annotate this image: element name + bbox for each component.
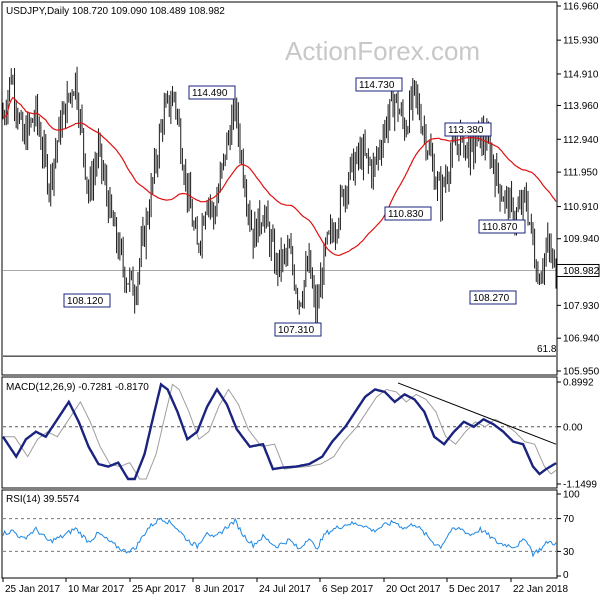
callout-label-peak-apr: 114.490	[192, 88, 228, 99]
rsi-y-axis: 100 70 30 0	[557, 490, 580, 581]
current-price-label: 108.982	[563, 266, 600, 277]
callout-box-peak-oct	[355, 77, 403, 92]
rsi-tick-label: 100	[563, 490, 580, 501]
x-tick-label: 5 Dec 2017	[449, 584, 501, 595]
callout-box-low-jan-b	[469, 290, 517, 305]
x-tick-label: 10 Mar 2017	[68, 584, 125, 595]
price-y-axis: 116.960 115.930 114.910 113.960 112.940 111.9…	[556, 2, 600, 378]
x-tick-label: 22 Jan 2018	[513, 584, 568, 595]
price-tick-label: 112.940	[563, 135, 599, 146]
callout-box-peak-dec	[444, 122, 492, 137]
price-tick-label: 110.910	[563, 202, 599, 213]
price-panel: ActionForex.com 61.8 114.490 114.730 113.3…	[1, 1, 600, 378]
price-panel-frame	[1, 1, 558, 376]
rsi-panel-title: RSI(14) 39.5574	[6, 494, 80, 505]
price-tick-label: 105.950	[563, 367, 600, 378]
price-tick-label: 116.960	[563, 2, 599, 13]
callout-box-low-jan-a	[478, 219, 526, 234]
price-callouts: 114.490 114.730 113.380 110.830 110.870 108.1…	[63, 77, 526, 337]
x-tick-label: 25 Jan 2017	[5, 584, 60, 595]
moving-average-line	[2, 96, 557, 257]
rsi-level-lines	[3, 518, 556, 552]
price-tick-label: 106.940	[563, 334, 600, 345]
rsi-tick-label: 0	[563, 570, 569, 581]
macd-panel-frame	[1, 376, 558, 489]
callout-label-peak-oct: 114.730	[359, 80, 395, 91]
price-tick-label: 107.930	[563, 301, 600, 312]
fib-618-label: 61.8	[537, 344, 557, 355]
callout-label-peak-dec: 113.380	[448, 125, 484, 136]
rsi-tick-label: 30	[563, 547, 575, 558]
price-tick-label: 114.910	[563, 69, 599, 80]
callout-label-low-jan-a: 110.870	[482, 222, 518, 233]
macd-y-axis: 0.8992 0.00 -1.1499	[557, 378, 597, 491]
macd-panel-title: MACD(12,26,9) -0.7281 -0.8170	[6, 382, 149, 393]
macd-tick-label: 0.8992	[563, 378, 594, 389]
callout-label-low-jan-b: 108.270	[473, 293, 510, 304]
callout-box-low-sep	[274, 322, 322, 337]
x-tick-label: 25 Apr 2017	[132, 584, 186, 595]
price-tick-label: 113.960	[563, 101, 599, 112]
callout-box-low-mar	[63, 293, 111, 308]
macd-tick-label: 0.00	[563, 422, 583, 433]
callout-box-low-oct	[384, 206, 432, 221]
x-tick-label: 20 Oct 2017	[386, 584, 441, 595]
rsi-panel: RSI(14) 39.5574 100 70 30 0	[1, 489, 580, 581]
x-tick-label: 24 Jul 2017	[259, 584, 311, 595]
x-tick-label: 6 Sep 2017	[322, 584, 374, 595]
x-axis: 25 Jan 2017 10 Mar 2017 25 Apr 2017 8 Jun 2…	[2, 578, 568, 595]
current-price-box	[556, 263, 600, 277]
price-tick-label: 111.950	[563, 168, 598, 179]
watermark: ActionForex.com	[285, 36, 480, 66]
callout-box-peak-apr	[188, 85, 236, 100]
macd-trendline	[397, 382, 557, 445]
price-tick-label: 109.940	[563, 234, 600, 245]
rsi-panel-frame	[1, 489, 558, 579]
macd-panel: MACD(12,26,9) -0.7281 -0.8170 0.8992 0.00…	[1, 376, 597, 491]
price-panel-title: USDJPY,Daily 108.720 109.090 108.489 108…	[6, 6, 225, 17]
macd-tick-label: -1.1499	[563, 480, 597, 491]
callout-label-low-oct: 110.830	[388, 209, 424, 220]
callout-label-low-sep: 107.310	[278, 325, 315, 336]
callout-label-low-mar: 108.120	[67, 296, 104, 307]
macd-signal-line	[3, 383, 557, 480]
price-tick-label: 115.930	[563, 36, 599, 47]
macd-main-line	[1, 382, 557, 481]
x-tick-label: 8 Jun 2017	[195, 584, 245, 595]
rsi-tick-label: 70	[563, 514, 575, 525]
rsi-line	[2, 517, 557, 558]
